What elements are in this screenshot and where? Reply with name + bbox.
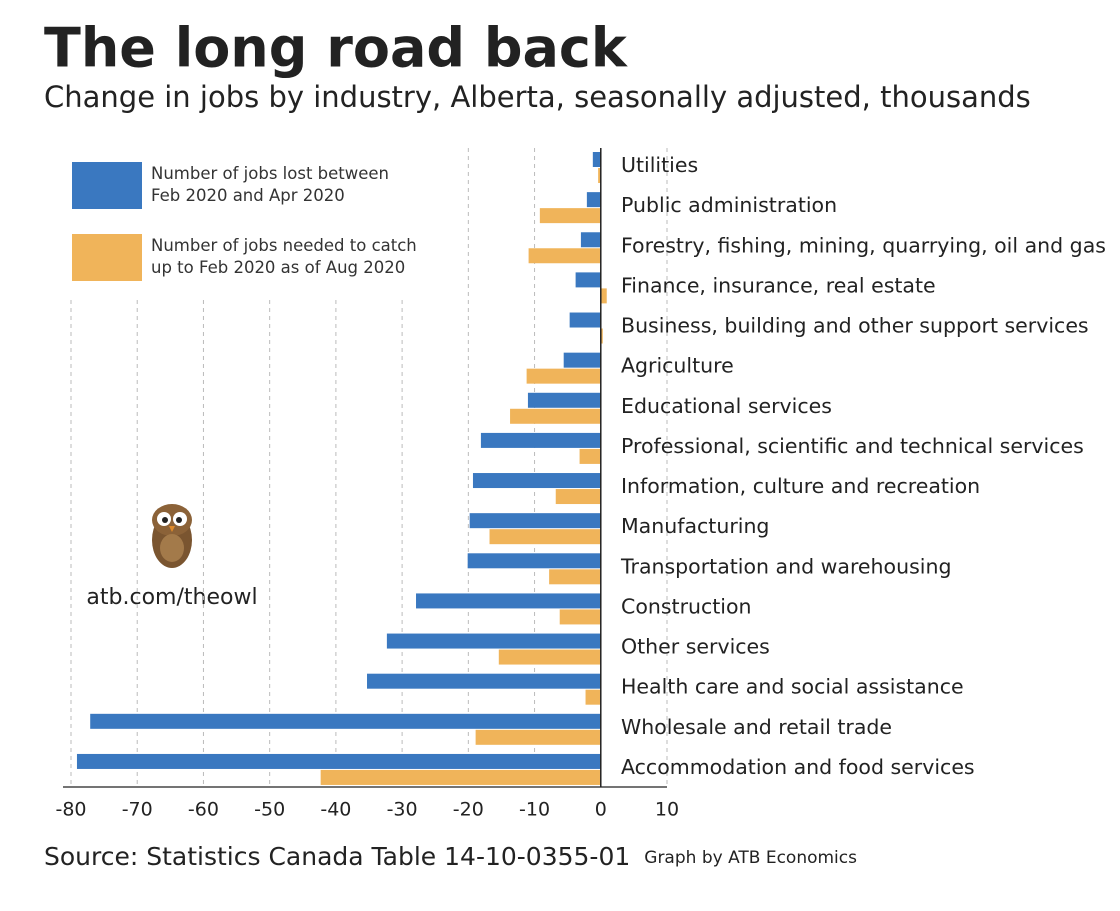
bar (600, 328, 603, 344)
legend-label: Number of jobs needed to catch up to Feb… (151, 236, 417, 277)
category-label: Health care and social assistance (621, 675, 964, 699)
owl-logo (152, 504, 192, 568)
bar (498, 649, 601, 665)
bar (469, 513, 601, 529)
x-tick-label: -10 (519, 799, 550, 821)
category-label: Accommodation and food services (621, 755, 975, 779)
bar (555, 489, 601, 505)
bar (585, 689, 601, 705)
bar (575, 272, 601, 288)
x-tick-label: -70 (122, 799, 153, 821)
bar (480, 432, 601, 448)
legend-label: Number of jobs lost between Feb 2020 and… (151, 164, 390, 205)
x-tick-label: -50 (254, 799, 285, 821)
category-label: Professional, scientific and technical s… (621, 434, 1084, 458)
legend-swatch (72, 234, 142, 281)
bar (579, 448, 601, 464)
bar (563, 352, 601, 368)
category-label: Manufacturing (621, 514, 769, 538)
bar (598, 168, 601, 183)
category-label: Transportation and warehousing (620, 554, 951, 578)
bar (475, 729, 601, 745)
legend-swatch (72, 162, 142, 209)
bar (559, 609, 601, 625)
x-tick-label: -30 (387, 799, 418, 821)
bar (526, 368, 601, 384)
credit: Graph by ATB Economics (644, 848, 857, 868)
watermark: atb.com/theowl (86, 585, 257, 610)
bar (76, 753, 601, 769)
x-tick-label: -40 (320, 799, 351, 821)
bar (467, 553, 601, 569)
category-label: Utilities (621, 153, 698, 177)
bar (367, 673, 601, 689)
bar (539, 208, 601, 224)
category-label: Construction (621, 594, 752, 618)
category-label: Educational services (621, 394, 832, 418)
bar (549, 569, 601, 585)
category-label: Agriculture (621, 354, 734, 378)
category-label: Other services (621, 635, 770, 659)
bar (320, 769, 601, 785)
source-text: Source: Statistics Canada Table 14-10-03… (44, 842, 630, 871)
category-label: Forestry, fishing, mining, quarrying, oi… (621, 233, 1106, 257)
bar (580, 232, 601, 248)
x-tick-label: 0 (595, 799, 607, 821)
bar (569, 312, 601, 328)
category-label: Finance, insurance, real estate (621, 273, 936, 297)
bar (510, 408, 601, 424)
chart-title: The long road back (44, 17, 628, 80)
x-tick-label: -20 (453, 799, 484, 821)
bar (527, 392, 601, 408)
source: Source: Statistics Canada Table 14-10-03… (44, 842, 857, 871)
x-tick-label: -60 (188, 799, 219, 821)
category-label: Wholesale and retail trade (621, 715, 892, 739)
bar (489, 529, 601, 545)
bar (600, 288, 607, 304)
x-tick-label: 10 (655, 799, 679, 821)
x-tick-label: -80 (55, 799, 86, 821)
chart-subtitle: Change in jobs by industry, Alberta, sea… (44, 80, 1031, 114)
category-label: Information, culture and recreation (621, 474, 980, 498)
bar (386, 633, 601, 649)
bar (472, 473, 601, 489)
bar (416, 593, 601, 609)
bar (586, 192, 601, 208)
bar (592, 152, 601, 167)
bar (90, 713, 601, 729)
category-label: Public administration (621, 193, 837, 217)
category-label: Business, building and other support ser… (621, 314, 1089, 338)
bar (528, 248, 601, 264)
